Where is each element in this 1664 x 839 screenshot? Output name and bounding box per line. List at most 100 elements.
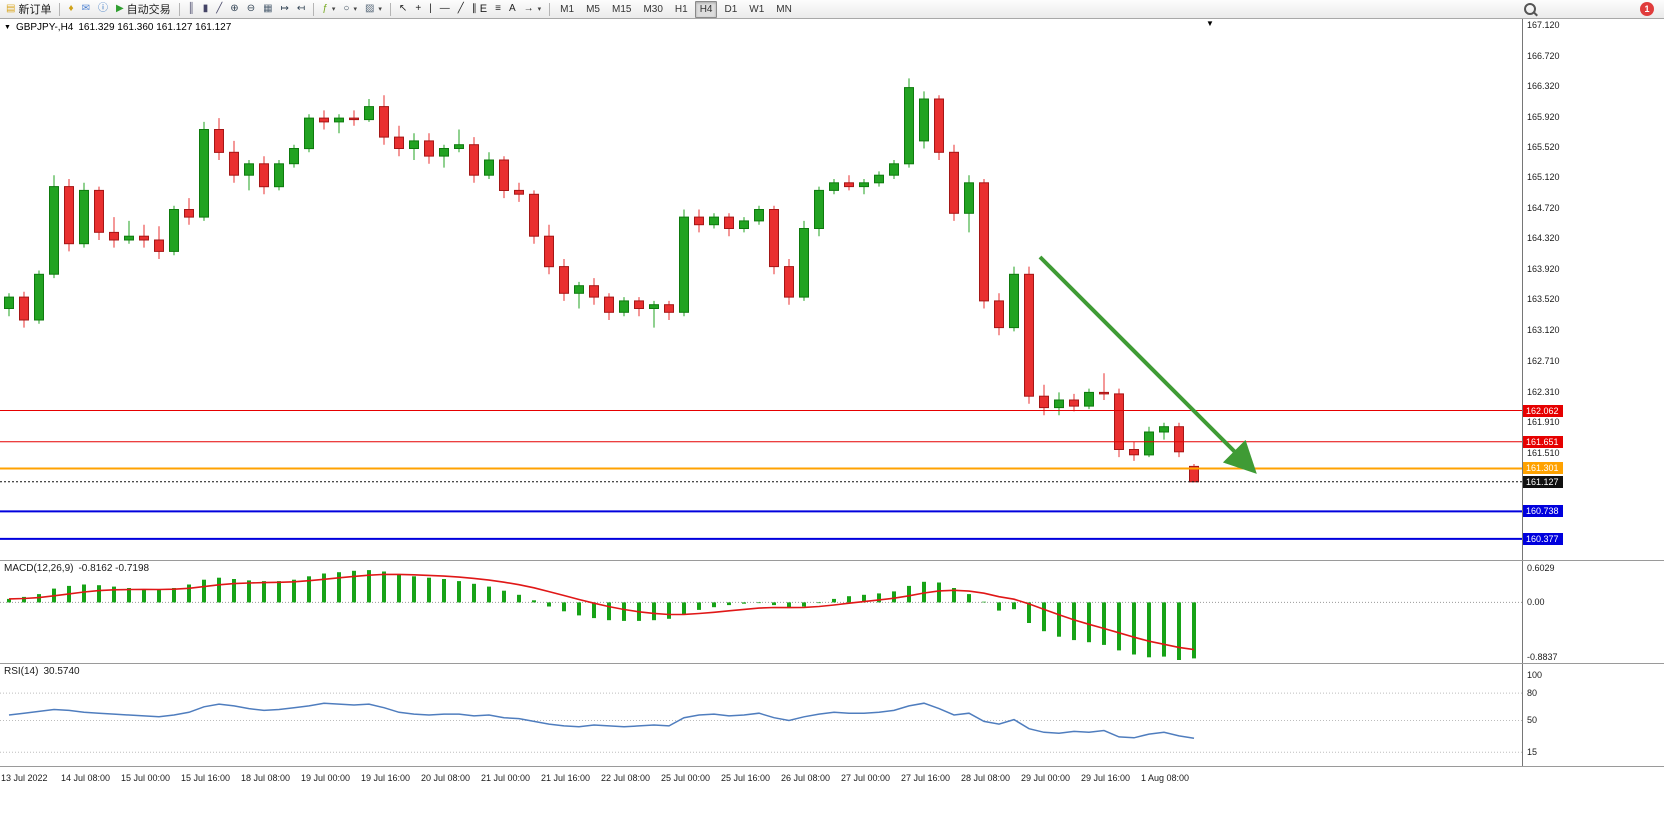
candle-body: [979, 182, 989, 302]
timeframe-button-m15[interactable]: M15: [611, 3, 632, 15]
candle-body: [1159, 426, 1169, 433]
candle-body: [604, 296, 614, 313]
search-icon[interactable]: [1524, 3, 1536, 15]
price-level-badge: 160.738: [1523, 505, 1563, 517]
candle-body: [244, 163, 254, 176]
trendline-tool-button[interactable]: ╱: [454, 0, 468, 18]
rsi-axis-label: 15: [1527, 747, 1538, 758]
price-level-badge: 161.301: [1523, 462, 1563, 474]
candle-body: [1054, 399, 1064, 409]
fibonacci-tool-icon: ≡: [495, 3, 501, 14]
timeframe-button-m30[interactable]: M30: [643, 3, 663, 15]
rsi-plot[interactable]: [0, 664, 1522, 766]
timeframe-button-w1[interactable]: W1: [749, 3, 765, 15]
candle-body: [1069, 399, 1079, 407]
candle-body: [559, 266, 569, 294]
candle-body: [694, 216, 704, 226]
candle-body: [964, 182, 974, 214]
candle-body: [1024, 273, 1034, 397]
mail-icon: ✉: [81, 3, 90, 14]
time-axis-label: 27 Jul 00:00: [841, 773, 891, 783]
new-order-button[interactable]: ▤ 新订单: [2, 0, 55, 18]
vertical-line-tool-button[interactable]: |: [425, 0, 436, 18]
templates-button[interactable]: ▨ ▾: [361, 0, 386, 18]
timeframe-button-m1[interactable]: M1: [560, 3, 575, 15]
horizontal-line-tool-button[interactable]: —: [436, 0, 454, 18]
auto-scroll-icon: ↦: [280, 3, 289, 14]
candle-body: [424, 140, 434, 157]
candle-body: [544, 235, 554, 268]
candle-body: [364, 106, 374, 121]
price-axis-label: 165.120: [1527, 172, 1560, 183]
candle-body: [814, 189, 824, 229]
autotrading-button[interactable]: ▶ 自动交易: [112, 0, 175, 18]
time-axis-label: 29 Jul 00:00: [1021, 773, 1071, 783]
candle-body: [199, 129, 209, 218]
zoom-out-button[interactable]: ⊖: [243, 0, 259, 18]
candle-body: [784, 266, 794, 298]
price-axis-label: 163.120: [1527, 324, 1560, 335]
periods-button[interactable]: ○ ▾: [339, 0, 361, 18]
candle-body: [844, 182, 854, 188]
time-axis-label: 13 Jul 2022: [1, 773, 48, 783]
templates-icon: ▨: [364, 3, 375, 14]
timeframe-button-d1[interactable]: D1: [724, 3, 738, 15]
price-level-badge: 162.062: [1523, 405, 1563, 417]
timeframe-toolbar: M1 M5 M15 M30 H1 H4 D1 W1 MN: [554, 0, 798, 18]
timeframe-button-m5[interactable]: M5: [586, 3, 600, 15]
candle-body: [634, 300, 644, 309]
depth-of-market-icon: ♦: [68, 3, 74, 14]
timeframe-button-mn[interactable]: MN: [776, 3, 792, 15]
candle-body: [184, 209, 194, 218]
price-axis-label: 162.710: [1527, 356, 1560, 367]
line-chart-button[interactable]: ╱: [212, 0, 226, 18]
line-chart-icon: ╱: [216, 3, 223, 14]
collapse-icon[interactable]: ▼: [4, 24, 11, 31]
bar-chart-button[interactable]: ║: [184, 0, 199, 18]
mail-button[interactable]: ✉: [78, 0, 94, 18]
candle-body: [139, 235, 149, 241]
time-axis-label: 19 Jul 16:00: [361, 773, 411, 783]
price-chart-plot[interactable]: [0, 19, 1522, 560]
candle-body: [649, 304, 659, 310]
crosshair-tool-button[interactable]: +: [411, 0, 425, 18]
candle-body: [289, 148, 299, 165]
auto-scroll-button[interactable]: ↦: [277, 0, 293, 18]
candle-body: [349, 117, 359, 121]
autotrading-button-label: 自动交易: [126, 4, 171, 16]
symbol-label: GBPJPY-,H4: [15, 22, 74, 33]
timeframe-button-h4[interactable]: H4: [694, 0, 718, 18]
tile-windows-button[interactable]: ▦: [259, 0, 276, 18]
channel-tool-button[interactable]: ∥ E: [468, 0, 491, 18]
candle-body: [274, 163, 284, 188]
info-button[interactable]: ⓘ: [94, 0, 112, 18]
candlestick-chart-button[interactable]: ▮: [199, 0, 213, 18]
bar-chart-icon: ║: [187, 3, 195, 14]
zoom-in-button[interactable]: ⊕: [226, 0, 242, 18]
macd-plot[interactable]: [0, 561, 1522, 663]
fibonacci-tool-button[interactable]: ≡: [491, 0, 505, 18]
time-axis-label: 22 Jul 08:00: [601, 773, 651, 783]
notification-badge[interactable]: 1: [1640, 2, 1654, 16]
chart-shift-button[interactable]: ↤: [293, 0, 309, 18]
candle-body: [154, 239, 164, 252]
time-axis-label: 18 Jul 08:00: [241, 773, 291, 783]
candle-body: [739, 220, 749, 229]
toolbar-buttons: ▤ 新订单 ♦ ✉ ⓘ ▶ 自动交易 ║ ▮ ╱ ⊕ ⊖ ▦ ↦ ↤ ƒ ▾ ○ ▾ ▨ ▾ ↖ + | — ╱ ∥ E ≡ A → ▾: [2, 0, 554, 18]
text-tool-button[interactable]: A: [505, 0, 520, 18]
arrows-tool-button[interactable]: → ▾: [520, 0, 546, 18]
chart-shift-marker-icon[interactable]: ▼: [1206, 19, 1214, 28]
candlestick-chart-icon: ▮: [202, 3, 209, 14]
cursor-tool-button[interactable]: ↖: [395, 0, 411, 18]
text-tool-icon: A: [508, 3, 516, 14]
depth-of-market-button[interactable]: ♦: [64, 0, 77, 18]
chevron-down-icon: ▾: [353, 6, 357, 13]
candle-body: [439, 148, 449, 157]
candle-body: [619, 300, 629, 313]
macd-axis-label: 0.00: [1527, 597, 1545, 608]
channel-tool-icon: ∥: [471, 3, 477, 14]
time-axis-label: 20 Jul 08:00: [421, 773, 471, 783]
price-axis-label: 166.320: [1527, 81, 1560, 92]
indicators-button[interactable]: ƒ ▾: [318, 0, 339, 18]
timeframe-button-h1[interactable]: H1: [674, 3, 688, 15]
